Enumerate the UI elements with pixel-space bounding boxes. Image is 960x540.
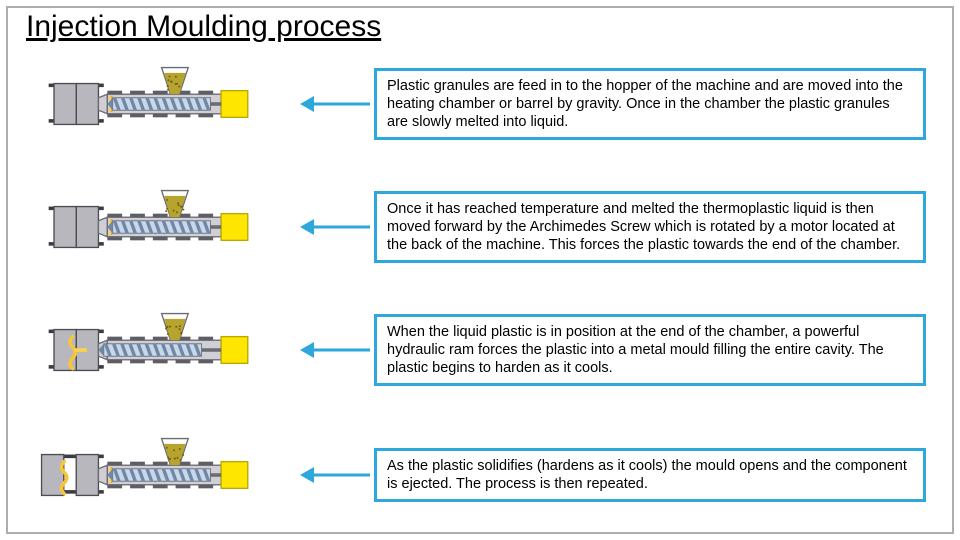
arrow-left-icon <box>300 340 370 360</box>
arrow-left-icon <box>300 465 370 485</box>
injection-moulding-diagram <box>25 64 275 144</box>
step-text: When the liquid plastic is in position a… <box>374 314 926 386</box>
step-text: Once it has reached temperature and melt… <box>374 191 926 263</box>
arrow-left-icon <box>300 217 370 237</box>
arrow-left-icon <box>300 94 370 114</box>
injection-moulding-diagram <box>25 435 275 515</box>
injection-moulding-diagram <box>25 187 275 267</box>
step-text: Plastic granules are feed in to the hopp… <box>374 68 926 140</box>
step-diagram <box>0 187 300 267</box>
step-diagram <box>0 435 300 515</box>
step-diagram <box>0 64 300 144</box>
step-diagram <box>0 310 300 390</box>
step-row: Once it has reached temperature and melt… <box>0 172 960 282</box>
step-row: When the liquid plastic is in position a… <box>0 300 960 400</box>
step-text: As the plastic solidifies (hardens as it… <box>374 448 926 502</box>
page-title: Injection Moulding process <box>26 10 381 44</box>
step-row: As the plastic solidifies (hardens as it… <box>0 430 960 520</box>
step-row: Plastic granules are feed in to the hopp… <box>0 54 960 154</box>
injection-moulding-diagram <box>25 310 275 390</box>
